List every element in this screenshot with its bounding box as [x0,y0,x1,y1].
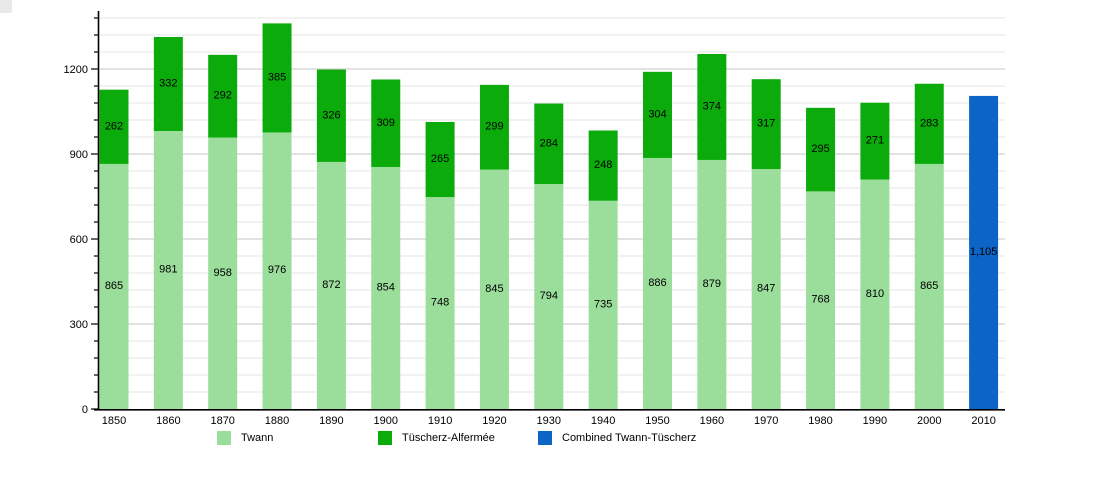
x-tick-label: 1920 [482,415,506,427]
x-tick-label: 1970 [754,415,778,427]
y-tick-label: 900 [70,149,88,161]
bar-value-label-tuscherz-alfermee: 265 [431,153,449,165]
bar-value-label-tuscherz-alfermee: 374 [703,100,721,112]
bar-value-label-twann: 872 [322,279,340,291]
bar-value-label-twann: 981 [159,264,177,276]
bar-value-label-tuscherz-alfermee: 304 [648,108,666,120]
x-tick-label: 1890 [319,415,343,427]
bar-segment-tuscherz-alfermee [371,79,401,168]
bar-segment-tuscherz-alfermee [806,107,836,192]
x-tick-label: 2010 [971,415,995,427]
bar-segment-tuscherz-alfermee [262,23,292,133]
bar-segment-tuscherz-alfermee [316,69,346,162]
bar-value-label-twann: 976 [268,264,286,276]
bar-segment-tuscherz-alfermee [99,89,129,164]
bar-value-label-tuscherz-alfermee: 283 [920,117,938,129]
bar-value-label-twann: 879 [703,278,721,290]
bar-segment-tuscherz-alfermee [153,36,183,132]
bar-segment-tuscherz-alfermee [860,102,890,180]
bar-segment-twann [153,131,183,410]
bar-value-label-tuscherz-alfermee: 299 [485,121,503,133]
bar-segment-twann [643,157,672,409]
bar-value-label-tuscherz-alfermee: 317 [757,118,775,130]
x-tick-label: 1930 [537,415,561,427]
bar-value-label-tuscherz-alfermee: 262 [105,120,123,132]
x-tick-label: 1990 [863,415,887,427]
x-tick-label: 1950 [645,415,669,427]
bar-segment-tuscherz-alfermee [914,83,944,164]
bar-segment-tuscherz-alfermee [479,84,509,170]
bar-segment-tuscherz-alfermee [643,71,672,158]
bar-value-label-twann: 958 [214,267,232,279]
corner-artifact [0,0,12,13]
bar-value-label-tuscherz-alfermee: 248 [594,159,612,171]
bar-segment-twann [316,161,346,409]
x-tick-label: 1870 [210,415,234,427]
bar-value-label-twann: 854 [377,282,395,294]
bar-segment-twann [99,163,129,409]
x-tick-label: 1860 [156,415,180,427]
x-tick-label: 1900 [374,415,398,427]
y-tick-label: 0 [82,404,88,416]
bar-value-label-tuscherz-alfermee: 284 [540,137,558,149]
x-tick-label: 1910 [428,415,452,427]
bar-segment-tuscherz-alfermee [751,79,781,170]
y-tick-label: 600 [70,234,88,246]
x-tick-label: 1980 [808,415,832,427]
bar-value-label-tuscherz-alfermee: 292 [214,90,232,102]
bar-segment-tuscherz-alfermee [425,121,455,198]
bar-segment-tuscherz-alfermee [588,130,618,201]
bar-value-label-twann: 845 [485,283,503,295]
bar-value-label-tuscherz-alfermee: 326 [322,109,340,121]
bar-value-label-tuscherz-alfermee: 295 [811,143,829,155]
bar-value-label-twann: 847 [757,283,775,295]
y-tick-label: 1200 [64,64,88,76]
bar-value-label-combined: 1,105 [970,246,998,258]
bar-segment-twann [751,169,781,409]
bar-segment-twann [588,200,618,409]
bar-value-label-twann: 748 [431,297,449,309]
bar-segment-twann [697,159,727,409]
bar-segment-tuscherz-alfermee [697,53,727,160]
x-tick-label: 1850 [102,415,126,427]
bar-segment-twann [806,191,836,409]
bar-value-label-twann: 865 [920,280,938,292]
bar-segment-tuscherz-alfermee [208,54,238,138]
bar-value-label-twann: 768 [811,294,829,306]
bar-value-label-twann: 810 [866,288,884,300]
bar-value-label-twann: 865 [105,280,123,292]
bar-segment-twann [208,137,238,410]
bar-segment-combined [969,95,999,410]
bar-segment-twann [914,163,944,409]
bar-value-label-tuscherz-alfermee: 271 [866,135,884,147]
bar-value-label-tuscherz-alfermee: 332 [159,78,177,90]
bar-segment-twann [479,169,509,409]
bar-segment-twann [534,184,564,409]
x-tick-label: 1880 [265,415,289,427]
bar-segment-twann [371,167,401,409]
bar-value-label-tuscherz-alfermee: 309 [377,117,395,129]
bar-value-label-twann: 886 [648,277,666,289]
bar-value-label-twann: 794 [540,290,558,302]
x-tick-label: 1940 [591,415,615,427]
bar-segment-twann [262,132,292,409]
bar-segment-twann [860,179,890,409]
bar-value-label-twann: 735 [594,298,612,310]
bar-segment-tuscherz-alfermee [534,103,564,185]
x-tick-label: 1960 [700,415,724,427]
bar-value-label-tuscherz-alfermee: 385 [268,71,286,83]
y-tick-label: 300 [70,319,88,331]
bar-segment-twann [425,197,455,409]
x-tick-label: 2000 [917,415,941,427]
